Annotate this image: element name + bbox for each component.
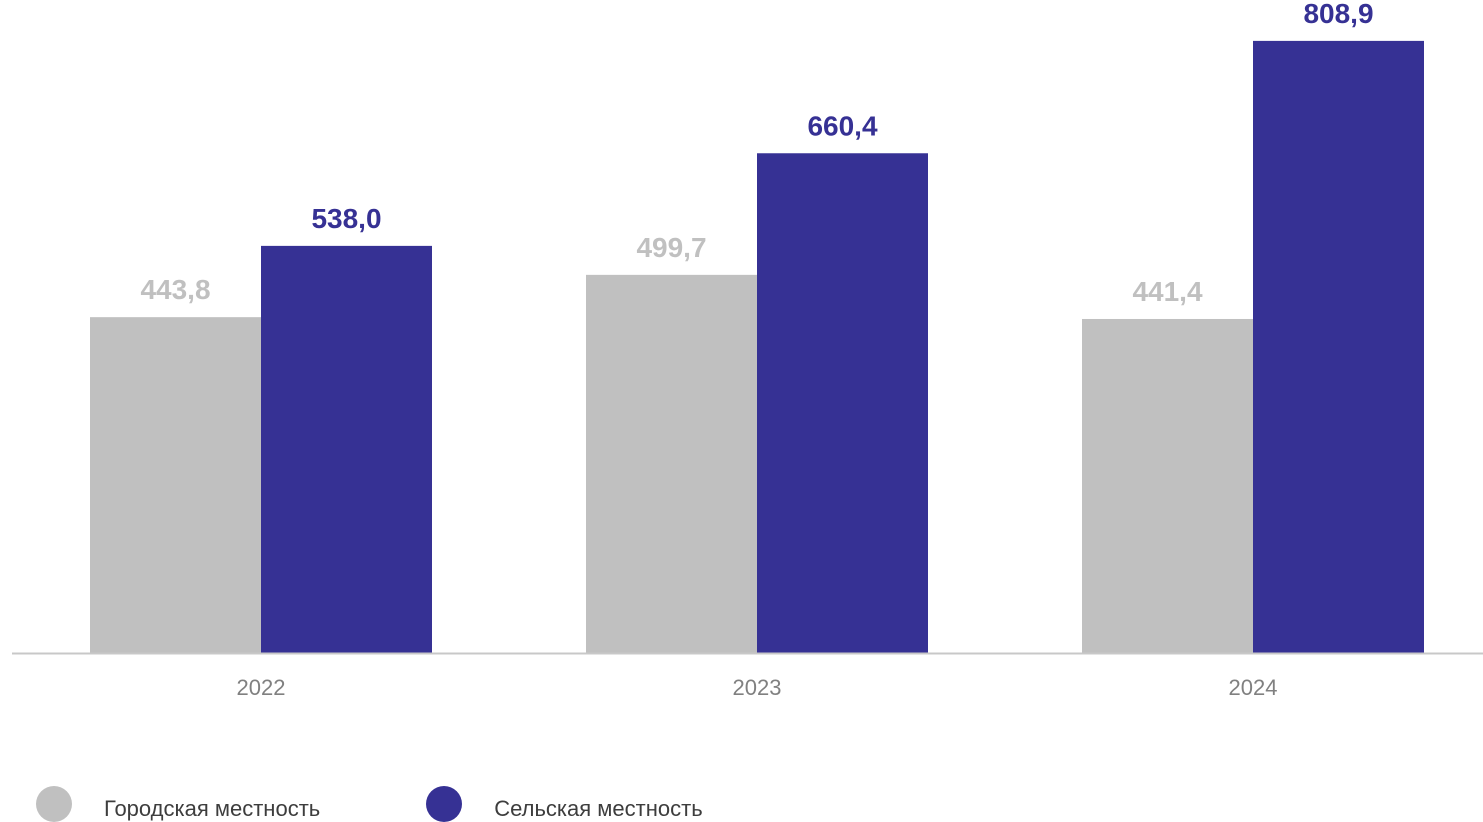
legend-item-rural: Сельская местность xyxy=(426,786,703,822)
value-label-rural-2023: 660,4 xyxy=(807,110,877,141)
legend: Городская местность Сельская местность xyxy=(36,786,703,822)
x-tick-label-2022: 2022 xyxy=(237,675,286,700)
value-label-rural-2022: 538,0 xyxy=(311,203,381,234)
bar-urban-2022 xyxy=(90,317,261,653)
value-label-rural-2024: 808,9 xyxy=(1303,0,1373,29)
bar-rural-2022 xyxy=(261,245,432,654)
legend-label-urban: Городская местность xyxy=(104,796,321,821)
value-label-urban-2024: 441,4 xyxy=(1132,276,1202,307)
legend-label-rural: Сельская местность xyxy=(494,796,703,821)
value-labels-layer: 443,8 538,0 499,7 660,4 441,4 808,9 xyxy=(140,0,1373,307)
legend-item-urban: Городская местность xyxy=(36,786,320,822)
x-tick-labels: 2022 2023 2024 xyxy=(237,675,1278,700)
value-label-urban-2022: 443,8 xyxy=(140,274,210,305)
bar-urban-2024 xyxy=(1082,318,1253,653)
bar-rural-2024 xyxy=(1253,40,1424,654)
x-tick-label-2024: 2024 xyxy=(1229,675,1278,700)
bar-urban-2023 xyxy=(586,274,757,653)
bars-layer xyxy=(90,40,1424,654)
legend-swatch-urban xyxy=(36,786,72,822)
bar-rural-2023 xyxy=(757,153,928,654)
value-label-urban-2023: 499,7 xyxy=(636,232,706,263)
x-tick-label-2023: 2023 xyxy=(733,675,782,700)
legend-swatch-rural xyxy=(426,786,463,822)
